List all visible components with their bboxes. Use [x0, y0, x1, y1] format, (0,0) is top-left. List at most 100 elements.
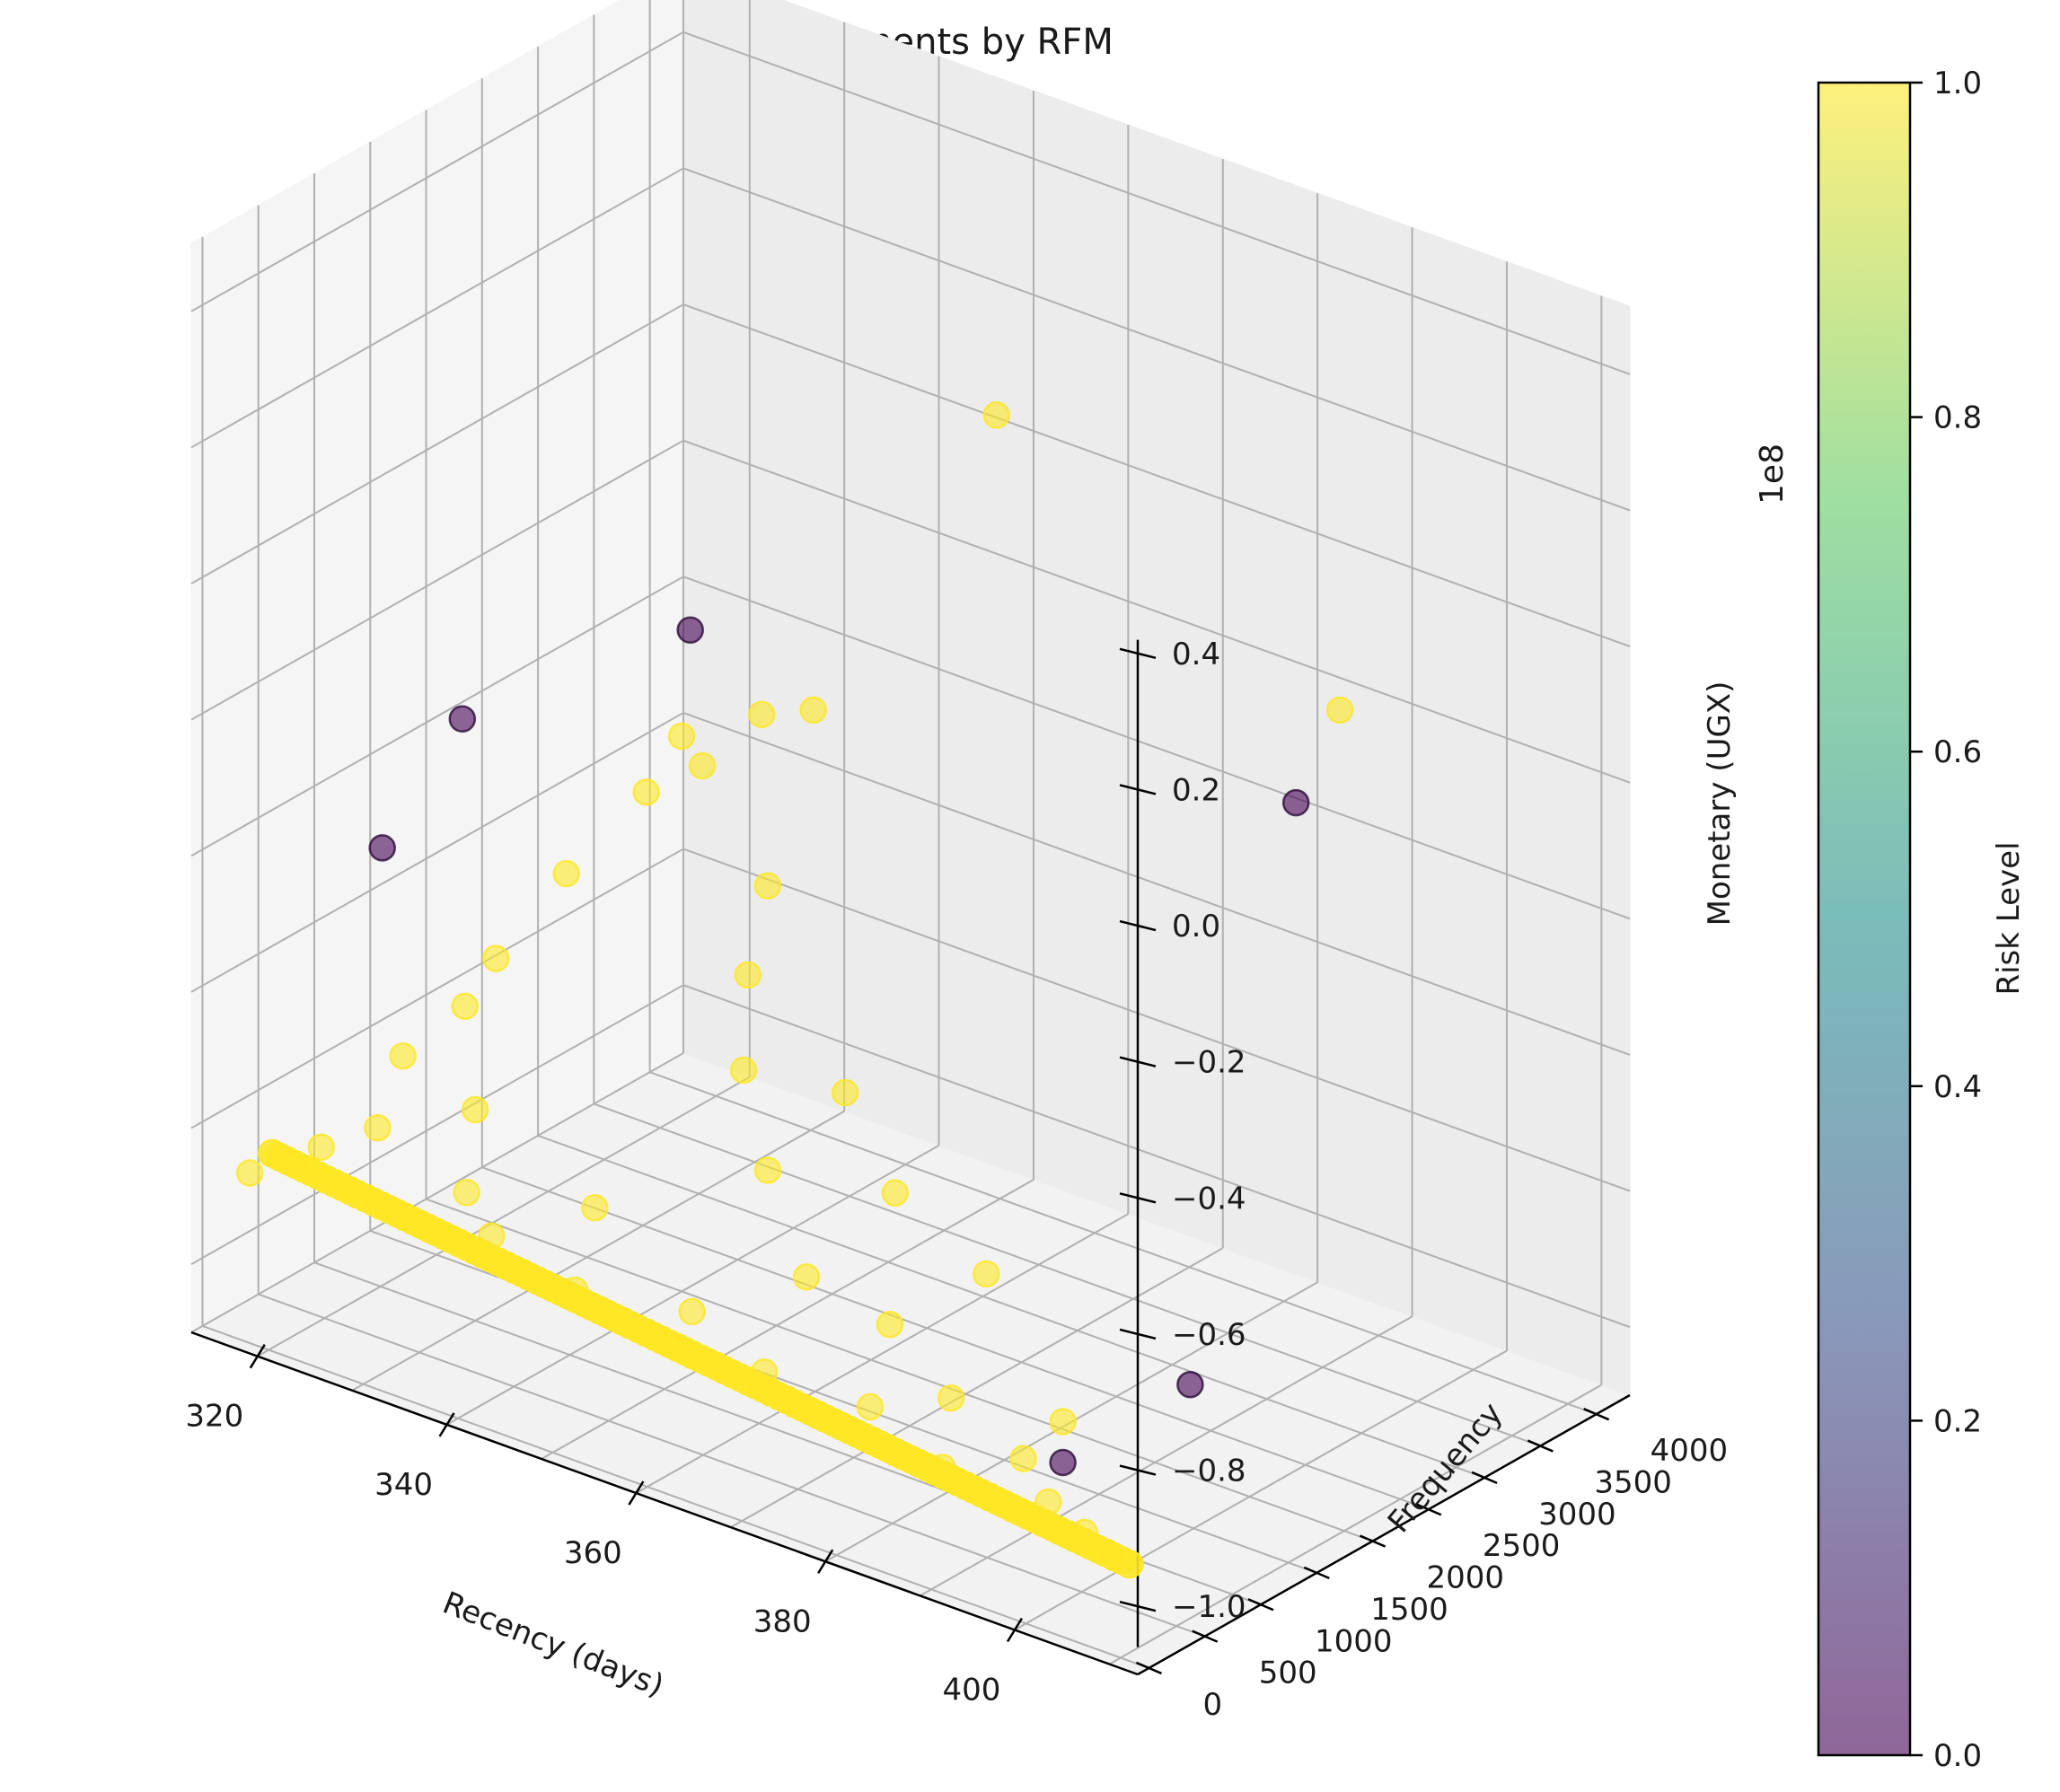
x-tick-label: 380	[753, 1603, 812, 1639]
gridline	[202, 1324, 1149, 1669]
gridline	[594, 1102, 1541, 1447]
data-point-low-risk	[676, 616, 704, 644]
y-tick-label: 2000	[1427, 1560, 1505, 1596]
data-point-high-risk	[1049, 1408, 1077, 1436]
data-point-high-risk	[734, 961, 762, 989]
z-tick-label: 0.2	[1172, 772, 1220, 808]
gridline	[682, 31, 1631, 375]
data-point-high-risk	[1114, 1550, 1144, 1579]
y-axis-line	[1137, 1393, 1631, 1676]
data-point-high-risk	[581, 1193, 609, 1222]
colorbar	[1817, 81, 1912, 1757]
data-point-high-risk	[481, 944, 510, 972]
z-tick	[1119, 1192, 1157, 1204]
gridline	[1014, 1349, 1508, 1631]
gridline	[190, 984, 684, 1266]
colorbar-tick-label: 1.0	[1933, 66, 1982, 101]
colorbar-tick-label: 0.2	[1933, 1403, 1982, 1439]
z-tick-label: 0.4	[1172, 637, 1220, 672]
gridline	[481, 1166, 1430, 1511]
data-point-high-risk	[876, 1310, 904, 1339]
gridline	[682, 167, 1631, 512]
data-point-high-risk	[881, 1179, 910, 1208]
gridline	[682, 711, 1631, 1056]
gridline	[426, 1198, 1373, 1542]
x-axis-label: Recency (days)	[437, 1585, 668, 1704]
data-point-high-risk	[632, 778, 661, 806]
z-tick	[1119, 919, 1157, 932]
gridline	[682, 303, 1631, 648]
data-point-high-risk	[753, 872, 782, 900]
z-tick-label: −1.0	[1172, 1589, 1246, 1625]
x-tick	[1006, 1617, 1024, 1643]
colorbar-tick-label: 0.4	[1933, 1069, 1982, 1105]
gridline	[190, 848, 684, 1129]
x-tick	[628, 1480, 645, 1506]
z-offset-label: 1e8	[1754, 444, 1791, 505]
x-tick-label: 360	[564, 1535, 622, 1571]
y-tick-label: 1500	[1370, 1592, 1448, 1628]
data-point-high-risk	[799, 696, 827, 725]
gridline	[682, 439, 1631, 784]
z-tick	[1119, 1464, 1157, 1476]
data-point-low-risk	[1281, 788, 1310, 817]
y-tick	[1303, 1566, 1330, 1580]
gridline	[446, 1145, 940, 1426]
x-tick-label: 400	[943, 1672, 1001, 1708]
gridline	[541, 1179, 1034, 1460]
data-point-high-risk	[451, 992, 479, 1021]
gridline	[682, 984, 1631, 1329]
y-tick-label: 1000	[1315, 1623, 1393, 1659]
data-point-low-risk	[1176, 1370, 1204, 1399]
data-point-high-risk	[973, 1260, 1000, 1288]
data-point-high-risk	[364, 1114, 392, 1142]
y-tick	[1415, 1503, 1442, 1516]
gridline	[537, 1134, 1485, 1479]
data-point-high-risk	[678, 1297, 706, 1326]
gridline	[190, 712, 684, 993]
gridline	[190, 439, 684, 721]
y-tick-label: 3500	[1594, 1465, 1672, 1501]
colorbar-tick-label: 0.8	[1933, 400, 1982, 436]
y-tick-label: 2500	[1483, 1528, 1561, 1564]
z-axis-label: Monetary (UGX)	[1702, 681, 1738, 927]
y-tick-label: 0	[1202, 1687, 1222, 1723]
y-tick	[1135, 1661, 1162, 1675]
y-tick	[1527, 1439, 1554, 1453]
x-tick-label: 320	[185, 1399, 243, 1435]
gridline	[258, 1293, 1206, 1638]
y-tick-label: 4000	[1651, 1433, 1729, 1469]
z-tick-label: 0.0	[1172, 909, 1220, 944]
data-point-high-risk	[461, 1095, 489, 1124]
z-tick	[1119, 1600, 1157, 1612]
z-tick	[1119, 1328, 1157, 1340]
gridline	[649, 1071, 1597, 1416]
gridline	[1108, 1384, 1602, 1665]
x-tick	[438, 1412, 455, 1437]
z-tick-label: −0.2	[1172, 1045, 1246, 1081]
gridline	[190, 575, 684, 857]
data-point-high-risk	[453, 1179, 480, 1207]
data-point-low-risk	[448, 705, 477, 733]
data-point-low-risk	[368, 834, 396, 862]
data-point-high-risk	[552, 859, 580, 888]
data-point-high-risk	[307, 1133, 335, 1161]
x-tick	[249, 1344, 266, 1369]
y-tick-label: 500	[1259, 1656, 1317, 1691]
gridline	[190, 167, 684, 449]
gridline	[682, 848, 1631, 1192]
data-point-low-risk	[1049, 1448, 1077, 1477]
data-point-high-risk	[831, 1078, 859, 1107]
y-tick	[1360, 1534, 1387, 1548]
x-tick	[817, 1549, 834, 1574]
y-tick	[1471, 1471, 1498, 1485]
z-tick	[1119, 647, 1157, 660]
z-tick-label: −0.8	[1172, 1454, 1246, 1489]
colorbar-tick-label: 0.6	[1933, 734, 1982, 770]
data-point-high-risk	[856, 1392, 885, 1421]
z-tick	[1119, 784, 1157, 795]
x-axis-line	[190, 1331, 1139, 1676]
data-point-high-risk	[982, 401, 1011, 429]
gridline	[190, 31, 684, 312]
